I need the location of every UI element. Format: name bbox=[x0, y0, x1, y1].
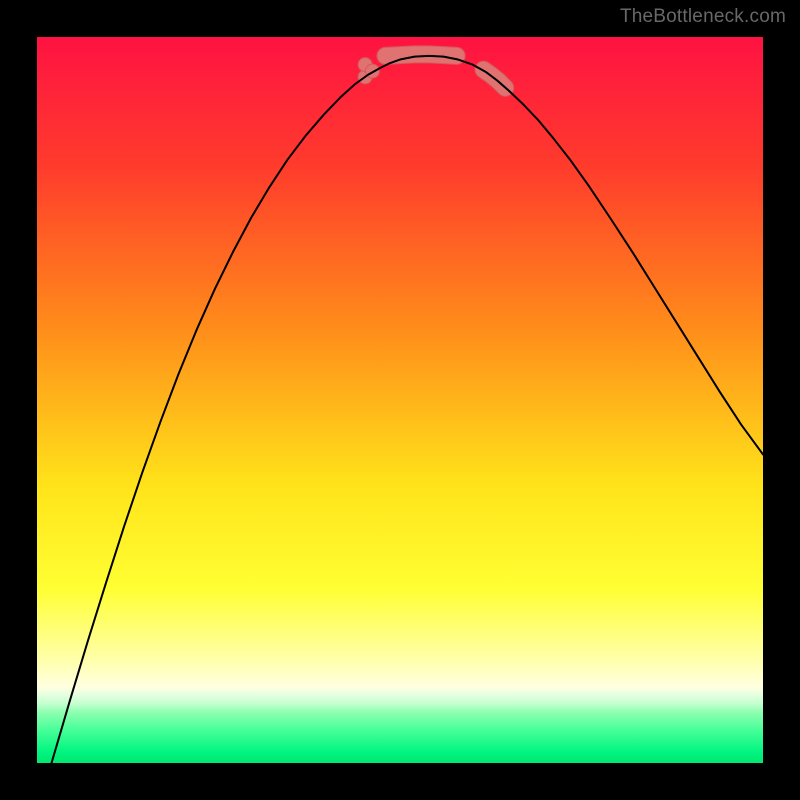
plot-area bbox=[37, 37, 763, 763]
chart-container: TheBottleneck.com bbox=[0, 0, 800, 800]
gradient-background bbox=[37, 37, 763, 763]
watermark-text: TheBottleneck.com bbox=[620, 6, 786, 28]
bottleneck-curve-chart bbox=[37, 37, 763, 763]
